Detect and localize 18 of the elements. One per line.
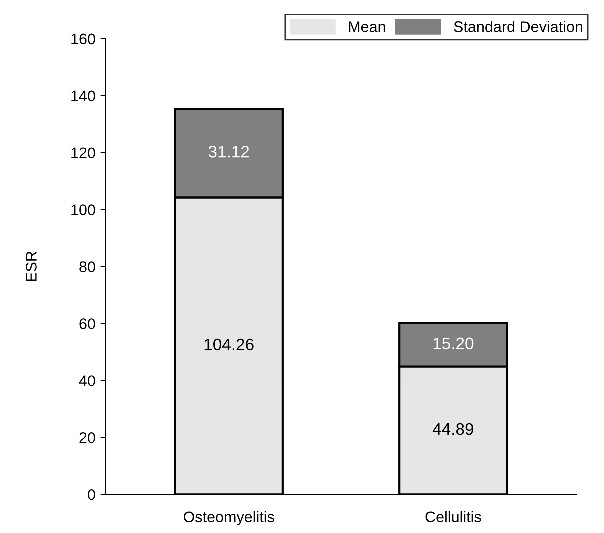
y-tick-label: 0: [88, 489, 96, 500]
data-label: 44.89: [432, 423, 474, 436]
y-tick-label: 100: [72, 204, 96, 216]
y-tick-label: 140: [72, 90, 96, 102]
legend-label: Mean: [349, 22, 386, 32]
y-axis-title: ESR: [26, 252, 37, 282]
legend-label: Standard Deviation: [454, 21, 582, 32]
y-tick-label: 160: [72, 34, 96, 45]
y-tick-label: 80: [80, 262, 96, 272]
data-label: 31.12: [208, 146, 250, 158]
data-label: 104.26: [204, 338, 254, 351]
y-tick-label: 40: [79, 376, 96, 386]
y-tick-label: 20: [80, 432, 96, 444]
x-tick-label: Cellulitis: [426, 511, 482, 523]
data-label: 15.20: [434, 338, 474, 350]
y-tick-label: 60: [80, 318, 96, 330]
y-tick-label: 120: [72, 148, 96, 159]
x-tick-label: Osteomyelitis: [184, 511, 274, 526]
